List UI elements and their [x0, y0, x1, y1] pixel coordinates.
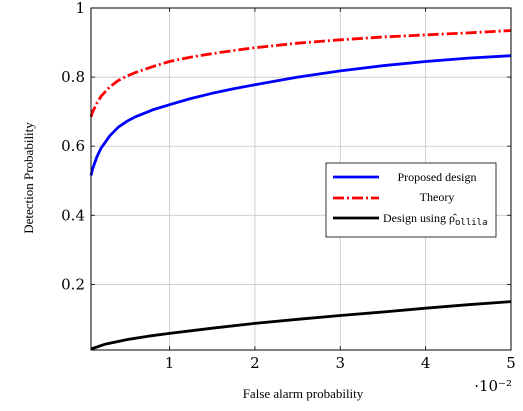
x-axis-label: False alarm probability	[243, 386, 364, 401]
y-tick-label: 0.2	[61, 275, 85, 293]
legend-label-design-ollila-subscript: ollila	[455, 218, 488, 228]
legend-label-theory: Theory	[420, 190, 455, 204]
x-tick-label: 1	[165, 354, 175, 372]
legend-label-design-ollila-main: Design using ρ̂	[383, 211, 457, 225]
series-line-design-ollila	[91, 302, 511, 349]
y-tick-label: 0.6	[61, 137, 85, 155]
x-tick-label: 3	[335, 354, 345, 372]
x-scale-factor: ·10⁻²	[474, 377, 512, 395]
x-tick-label: 5	[506, 354, 516, 372]
y-tick-label: 0.8	[61, 68, 85, 86]
y-tick-label: 1	[75, 0, 85, 17]
legend-label-proposed-design: Proposed design	[398, 170, 477, 184]
series-line-proposed-design	[91, 56, 511, 176]
series-line-theory	[91, 31, 511, 117]
legend: Proposed design Theory Design using ρ̂ol…	[326, 163, 496, 237]
x-tick-label: 4	[421, 354, 431, 372]
y-tick-label: 0.4	[61, 206, 85, 224]
x-tick-label: 2	[250, 354, 260, 372]
y-axis-label: Detection Probability	[21, 122, 36, 234]
